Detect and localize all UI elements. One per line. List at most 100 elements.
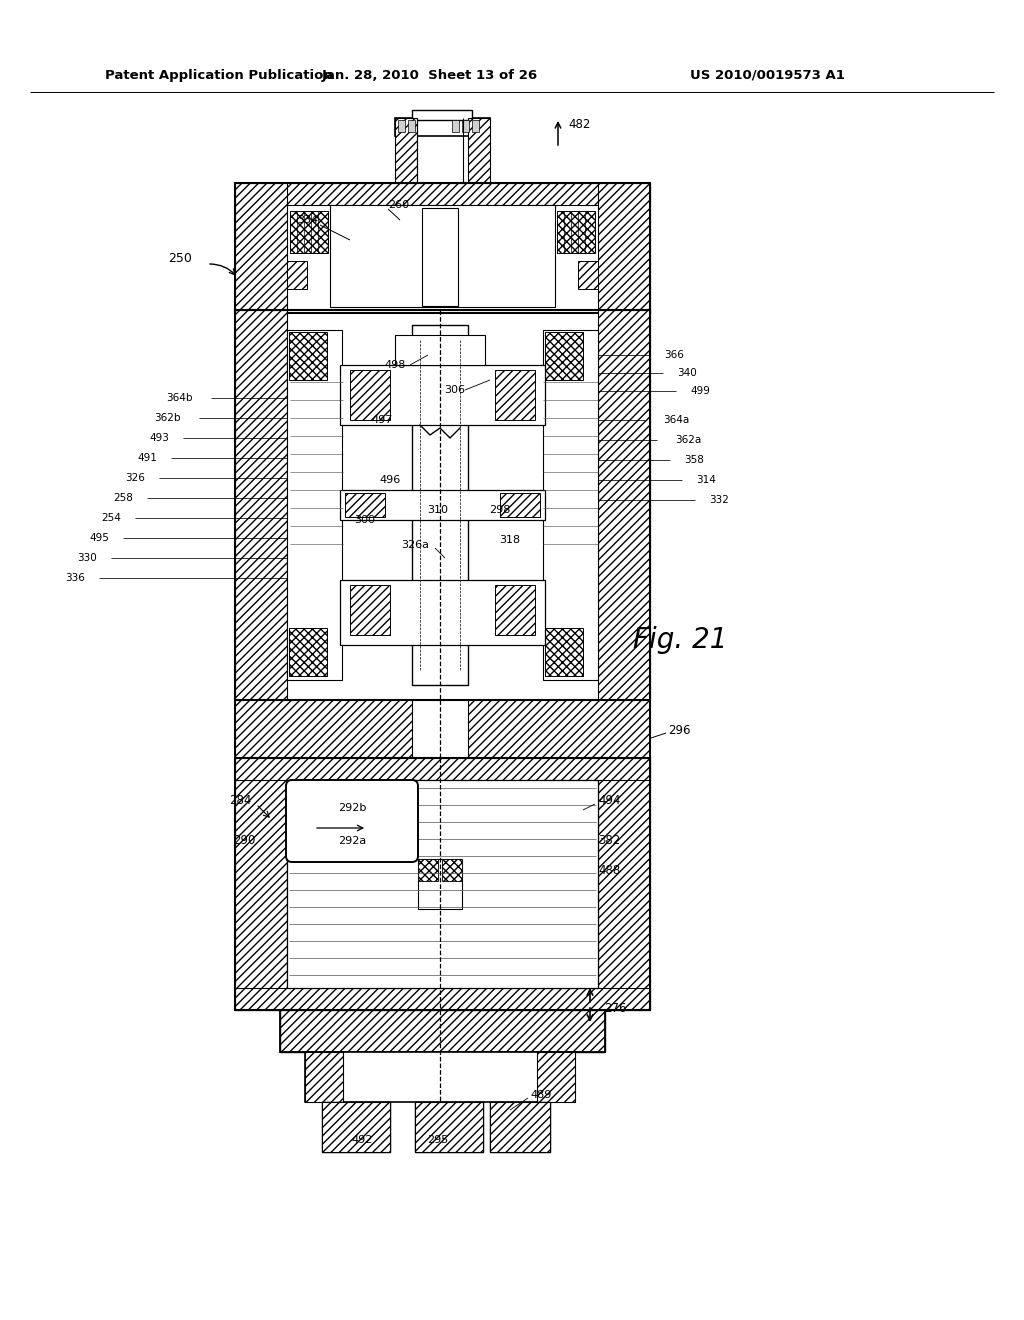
Bar (557, 211, 595, 253)
Bar (289, 333, 327, 380)
Bar (305, 1052, 343, 1102)
Bar (340, 490, 545, 520)
Bar (395, 117, 417, 183)
Text: 260: 260 (388, 201, 410, 210)
Text: 334: 334 (297, 215, 318, 224)
Text: 310: 310 (427, 506, 449, 515)
Bar (330, 205, 555, 308)
Bar (495, 585, 535, 635)
Bar (412, 700, 468, 758)
Text: 330: 330 (77, 553, 97, 564)
Bar (340, 579, 545, 645)
Bar (287, 330, 342, 680)
Text: 258: 258 (113, 492, 133, 503)
Bar (234, 700, 650, 758)
Bar (305, 1052, 575, 1102)
Bar (495, 370, 535, 420)
Text: 364b: 364b (167, 393, 193, 403)
Bar (408, 120, 415, 132)
Text: 495: 495 (89, 533, 109, 543)
Bar (287, 261, 307, 289)
Text: 314: 314 (696, 475, 716, 484)
Bar (234, 758, 650, 780)
Bar (234, 700, 650, 758)
Text: 298: 298 (489, 506, 511, 515)
Bar (578, 261, 598, 289)
Text: 358: 358 (684, 455, 703, 465)
Bar (472, 120, 479, 132)
Bar (280, 1010, 605, 1052)
Text: 295: 295 (427, 1135, 449, 1144)
Text: 364a: 364a (663, 414, 689, 425)
Text: 382: 382 (598, 833, 621, 846)
Text: 296: 296 (668, 723, 690, 737)
Bar (418, 859, 462, 909)
Text: 482: 482 (568, 117, 591, 131)
Bar (545, 628, 583, 676)
Text: 292a: 292a (338, 836, 367, 846)
Text: 250: 250 (168, 252, 193, 264)
Text: 489: 489 (530, 1090, 551, 1100)
Bar (345, 492, 385, 517)
Bar (412, 110, 472, 120)
Bar (350, 585, 390, 635)
Bar (442, 859, 462, 880)
Text: 318: 318 (500, 535, 520, 545)
Text: 340: 340 (677, 368, 696, 378)
FancyBboxPatch shape (286, 780, 418, 862)
Bar (289, 628, 327, 676)
Text: Jan. 28, 2010  Sheet 13 of 26: Jan. 28, 2010 Sheet 13 of 26 (322, 69, 538, 82)
Text: 493: 493 (150, 433, 169, 444)
Bar (543, 330, 598, 680)
Bar (280, 1010, 605, 1052)
Text: 326: 326 (125, 473, 145, 483)
Text: 336: 336 (66, 573, 85, 583)
Text: 306: 306 (444, 385, 466, 395)
Bar (490, 1102, 550, 1152)
Bar (350, 370, 390, 420)
Bar (395, 117, 490, 136)
Text: 496: 496 (379, 475, 400, 484)
Text: 497: 497 (372, 414, 392, 425)
Text: 362b: 362b (155, 413, 181, 422)
Bar (598, 183, 650, 313)
Text: 499: 499 (690, 385, 710, 396)
Text: 492: 492 (351, 1135, 373, 1144)
Text: 276: 276 (604, 1002, 627, 1015)
Text: 326a: 326a (401, 540, 429, 550)
Text: 292b: 292b (338, 803, 367, 813)
Bar (418, 859, 438, 880)
Text: 284: 284 (229, 793, 252, 807)
Bar (537, 1052, 575, 1102)
Text: 290: 290 (233, 833, 256, 846)
Bar (422, 209, 458, 306)
Bar (234, 183, 650, 313)
Bar (462, 120, 469, 132)
Text: 300: 300 (354, 515, 376, 525)
Text: 494: 494 (598, 793, 621, 807)
Bar (398, 120, 406, 132)
Text: 332: 332 (709, 495, 729, 506)
Bar (287, 780, 598, 987)
Bar (234, 310, 287, 700)
Text: 362a: 362a (675, 436, 701, 445)
Bar (234, 183, 650, 205)
Bar (395, 335, 485, 366)
Bar (234, 758, 650, 1010)
Bar (234, 310, 650, 700)
Bar (490, 1102, 550, 1152)
Bar (452, 120, 459, 132)
Bar (468, 117, 490, 183)
Bar (340, 366, 545, 425)
Bar (234, 987, 650, 1010)
Bar (598, 310, 650, 700)
Text: 254: 254 (101, 513, 121, 523)
Bar (415, 1102, 483, 1152)
Text: 498: 498 (384, 360, 406, 370)
Bar (415, 1102, 483, 1152)
Bar (412, 325, 468, 685)
Bar (290, 211, 328, 253)
Text: 491: 491 (137, 453, 157, 463)
Text: Patent Application Publication: Patent Application Publication (105, 69, 333, 82)
Text: US 2010/0019573 A1: US 2010/0019573 A1 (690, 69, 845, 82)
